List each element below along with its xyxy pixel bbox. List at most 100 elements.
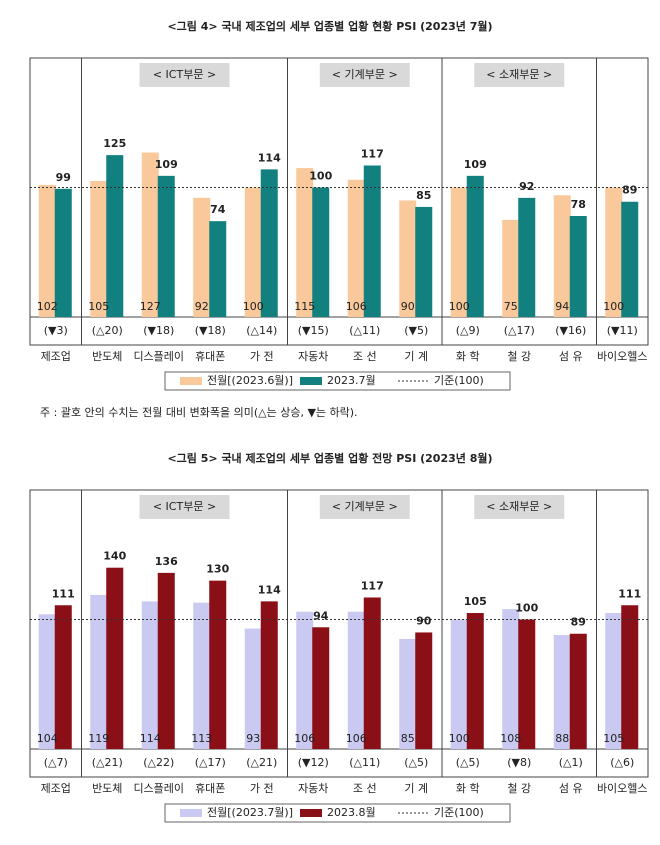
legend-label: 기준(100) (434, 806, 484, 819)
bar-previous (605, 613, 623, 749)
previous-value-label: 93 (246, 732, 260, 745)
bar-previous (38, 614, 56, 749)
bar-current (363, 597, 381, 749)
previous-value-label: 100 (603, 300, 624, 313)
group-label: < 소재부문 > (486, 68, 552, 81)
bar-current (312, 187, 330, 317)
category-label: 화 학 (456, 350, 480, 363)
change-label: (▼5) (404, 324, 428, 337)
group-label: < ICT부문 > (153, 500, 216, 513)
current-value-label: 140 (103, 550, 126, 563)
category-label: 섬 유 (559, 782, 583, 795)
bar-current (363, 165, 381, 317)
change-label: (△21) (246, 756, 277, 769)
change-label: (△5) (456, 756, 480, 769)
current-value-label: 74 (210, 203, 226, 216)
bar-current (260, 169, 278, 317)
category-label: 휴대폰 (195, 350, 225, 363)
bar-current (157, 572, 175, 749)
bar-previous (296, 611, 314, 749)
bar-previous (244, 628, 262, 749)
change-label: (▼8) (507, 756, 531, 769)
change-label: (▼12) (298, 756, 329, 769)
previous-value-label: 106 (294, 732, 315, 745)
legend-label: 전월[(2023.6월)] (207, 374, 293, 387)
bar-current (569, 633, 587, 749)
bar-current (106, 155, 124, 317)
bar-current (569, 215, 587, 317)
previous-value-label: 94 (555, 300, 569, 313)
change-label: (▼3) (44, 324, 68, 337)
bar-current (54, 605, 72, 749)
bar-previous (450, 187, 468, 317)
bar-current (312, 627, 330, 749)
legend-box (164, 803, 511, 823)
bar-current (518, 197, 536, 317)
bar-previous (502, 609, 520, 749)
current-value-label: 117 (361, 579, 384, 592)
legend-swatch (300, 809, 322, 817)
legend-label: 기준(100) (434, 374, 484, 387)
bar-current (518, 619, 536, 749)
bar-current (209, 580, 227, 749)
legend-label: 2023.7월 (327, 374, 376, 387)
current-value-label: 111 (52, 587, 75, 600)
current-value-label: 85 (416, 189, 431, 202)
category-label: 반도체 (92, 782, 122, 795)
bar-previous (450, 619, 468, 749)
previous-value-label: 100 (449, 732, 470, 745)
current-value-label: 89 (571, 616, 586, 629)
current-value-label: 100 (309, 170, 332, 183)
change-label: (△7) (44, 756, 68, 769)
current-value-label: 94 (313, 609, 329, 622)
bar-current (157, 175, 175, 317)
previous-value-label: 100 (243, 300, 264, 313)
current-value-label: 136 (155, 555, 178, 568)
category-label: 휴대폰 (195, 782, 225, 795)
previous-value-label: 105 (88, 300, 109, 313)
bar-previous (141, 601, 159, 749)
chart-frame (29, 57, 649, 346)
bar-previous (399, 200, 417, 317)
change-label: (△1) (559, 756, 583, 769)
previous-value-label: 114 (140, 732, 161, 745)
category-label: 바이오헬스 (597, 350, 648, 363)
change-label: (△14) (246, 324, 277, 337)
previous-value-label: 75 (504, 300, 518, 313)
current-value-label: 90 (416, 614, 432, 627)
change-label: (△22) (143, 756, 174, 769)
group-label: < ICT부문 > (153, 68, 216, 81)
bar-current (54, 188, 72, 317)
previous-value-label: 127 (140, 300, 161, 313)
bar-previous (347, 611, 365, 749)
change-label: (△20) (92, 324, 123, 337)
previous-value-label: 85 (401, 732, 415, 745)
change-label: (▼18) (195, 324, 226, 337)
current-value-label: 114 (258, 583, 281, 596)
current-value-label: 105 (464, 595, 487, 608)
change-label: (▼18) (143, 324, 174, 337)
category-label: 기 계 (404, 350, 428, 363)
change-label: (▼15) (298, 324, 329, 337)
bar-previous (553, 195, 571, 317)
legend-swatch (180, 377, 202, 385)
category-label: 반도체 (92, 350, 122, 363)
legend-label: 2023.8월 (327, 806, 376, 819)
category-label: 제조업 (41, 350, 71, 363)
previous-value-label: 115 (294, 300, 315, 313)
bar-current (466, 613, 484, 749)
current-value-label: 125 (103, 137, 126, 150)
group-label-box (474, 63, 565, 87)
previous-value-label: 90 (401, 300, 415, 313)
current-value-label: 89 (622, 184, 637, 197)
previous-value-label: 100 (449, 300, 470, 313)
group-label: < 소재부문 > (486, 500, 552, 513)
category-label: 조 선 (353, 350, 377, 363)
legend-swatch (300, 377, 322, 385)
category-label: 철 강 (507, 782, 531, 795)
bar-current (621, 605, 639, 749)
previous-value-label: 113 (191, 732, 212, 745)
previous-value-label: 92 (195, 300, 209, 313)
previous-value-label: 102 (37, 300, 58, 313)
